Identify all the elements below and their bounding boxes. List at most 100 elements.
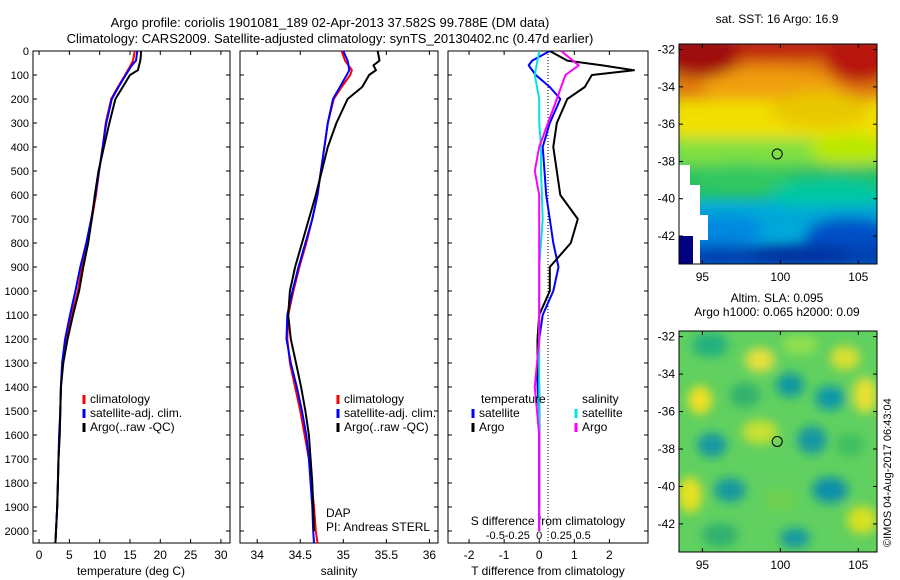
temperature-line	[54, 51, 142, 543]
difference-line	[533, 51, 544, 531]
depth-tick-label: 100	[11, 70, 29, 82]
difference-legend: temperature salinitysatelliteArgosatellit…	[471, 392, 623, 434]
sla-map-axes: 95 100 105 -32 -34 -36 -38 -40 -42	[658, 330, 877, 572]
depth-tick-label: 1300	[5, 358, 29, 370]
depth-tick-label: 600	[11, 190, 29, 202]
salinity-panel-frame	[239, 50, 439, 544]
x-tick-label: 25	[184, 548, 198, 562]
depth-tick-label: 1900	[5, 502, 29, 514]
imos-watermark: ©IMOS 04-Aug-2017 06:43:04	[882, 398, 894, 547]
sla-argo-marker	[771, 436, 783, 447]
x-tick-label: 30	[214, 548, 228, 562]
salinity-plot	[285, 51, 381, 543]
legend-label: Argo(..raw -QC)	[344, 420, 429, 434]
salinity-xlabel: salinity	[321, 564, 358, 578]
temperature-x-axis: 0 5 10 15 20 25 30	[36, 51, 228, 562]
dap-annotation: DAP	[326, 506, 351, 520]
depth-tick-label: 1600	[5, 430, 29, 442]
x-tick-label: 5	[66, 548, 73, 562]
depth-axis: 0 100 200 300 400 500 600 700 800 900 1000 1100 1200…	[5, 46, 648, 538]
s-difference-ticks: -0.5 -0.25 0 0.25 0.5	[486, 530, 591, 542]
depth-tick-label: 700	[11, 214, 29, 226]
x-tick-label: 15	[123, 548, 137, 562]
s-tick-label: 0.25	[550, 530, 571, 542]
depth-tick-label: 400	[11, 142, 29, 154]
map-y-tick-label: -42	[658, 517, 676, 531]
depth-tick-label: 900	[11, 262, 29, 274]
x-tick-label: 34	[251, 548, 265, 562]
depth-tick-label: 1800	[5, 478, 29, 490]
x-tick-label: 36	[423, 548, 437, 562]
sst-map	[679, 44, 877, 264]
depth-tick-label: 0	[23, 46, 29, 58]
difference-line	[533, 51, 580, 531]
s-difference-label: S difference from climatology	[471, 514, 626, 528]
temperature-xlabel: temperature (deg C)	[77, 564, 185, 578]
depth-tick-label: 1000	[5, 286, 29, 298]
legend-label: satellite	[582, 406, 623, 420]
x-tick-label: -2	[464, 548, 475, 562]
map-x-tick-label: 105	[848, 270, 868, 284]
sla-map-subtitle: Argo h1000: 0.065 h2000: 0.09	[694, 305, 860, 319]
map-y-tick-label: -38	[658, 442, 676, 456]
map-y-tick-label: -38	[658, 154, 676, 168]
x-tick-label: 34.5	[289, 548, 313, 562]
map-x-tick-label: 100	[770, 558, 790, 572]
s-tick-label: -0.5	[486, 530, 505, 542]
x-tick-label: -1	[499, 548, 510, 562]
map-x-tick-label: 95	[696, 270, 710, 284]
salinity-x-axis: 34 34.5 35 35.5 36	[251, 51, 437, 562]
map-y-tick-label: -32	[658, 43, 676, 57]
depth-tick-label: 1100	[5, 310, 29, 322]
map-y-tick-label: -32	[658, 330, 676, 344]
x-tick-label: 0	[536, 548, 543, 562]
depth-tick-label: 200	[11, 94, 29, 106]
s-tick-label: -0.25	[505, 530, 530, 542]
temperature-plot	[54, 51, 142, 543]
depth-tick-label: 800	[11, 238, 29, 250]
sst-map-axes: 95 100 105 -32 -34 -36 -38 -40 -42	[658, 43, 877, 284]
map-y-tick-label: -40	[658, 479, 676, 493]
pi-annotation: PI: Andreas STERL	[326, 520, 430, 534]
sst-map-title: sat. SST: 16 Argo: 16.9	[716, 12, 839, 26]
sla-map-frame	[678, 330, 878, 553]
x-tick-label: 10	[93, 548, 107, 562]
x-tick-label: 20	[154, 548, 168, 562]
map-x-tick-label: 100	[770, 270, 790, 284]
legend-label: satellite-adj. clim.	[344, 406, 436, 420]
legend-label: satellite	[479, 406, 520, 420]
legend-label: Argo	[582, 420, 608, 434]
x-tick-label: 35	[337, 548, 351, 562]
salinity-line	[285, 51, 351, 543]
depth-tick-label: 1400	[5, 382, 29, 394]
legend-title: temperature	[481, 392, 546, 406]
x-tick-label: 1	[571, 548, 578, 562]
map-x-tick-label: 95	[696, 558, 710, 572]
depth-tick-label: 1700	[5, 454, 29, 466]
map-y-tick-label: -36	[658, 405, 676, 419]
depth-tick-label: 1500	[5, 406, 29, 418]
map-y-tick-label: -34	[658, 80, 676, 94]
temperature-panel-frame	[32, 50, 231, 544]
map-y-tick-label: -34	[658, 367, 676, 381]
legend-label: climatology	[344, 392, 404, 406]
map-x-tick-label: 105	[848, 558, 868, 572]
legend-title: salinity	[582, 392, 619, 406]
depth-tick-label: 300	[11, 118, 29, 130]
x-tick-label: 0	[36, 548, 43, 562]
sla-map-title: Altim. SLA: 0.095	[731, 291, 824, 305]
sla-map	[679, 331, 877, 552]
legend-label: satellite-adj. clim.	[90, 406, 182, 420]
sst-map-frame	[678, 43, 878, 265]
legend-label: Argo(..raw -QC)	[90, 420, 175, 434]
s-tick-label: 0.5	[575, 530, 590, 542]
legend-label: Argo	[479, 420, 505, 434]
difference-plot	[527, 51, 635, 531]
depth-tick-label: 2000	[5, 526, 29, 538]
s-tick-label: 0	[536, 530, 542, 542]
sst-argo-marker	[771, 148, 783, 160]
depth-tick-label: 1200	[5, 334, 29, 346]
